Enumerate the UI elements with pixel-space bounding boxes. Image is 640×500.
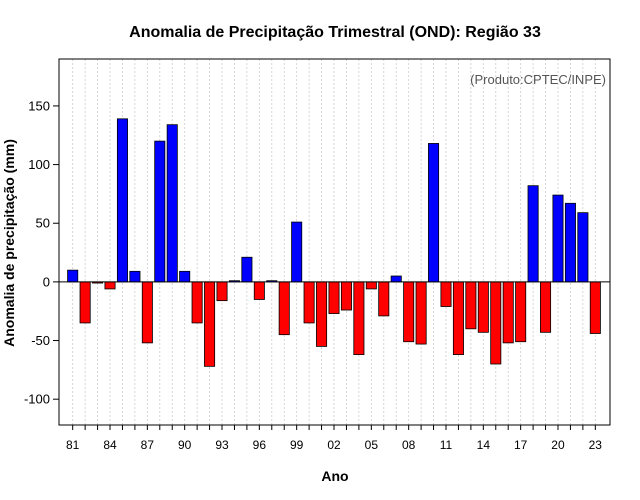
bar-2007 bbox=[390, 275, 402, 283]
x-tick-label: 87 bbox=[141, 438, 155, 452]
x-tick-label: 23 bbox=[589, 438, 603, 452]
bar-2019 bbox=[540, 281, 552, 333]
bar-1985 bbox=[116, 118, 128, 283]
bar-2010 bbox=[428, 143, 440, 283]
bar-1993 bbox=[216, 281, 228, 302]
bar-2006 bbox=[378, 281, 390, 317]
bar-2013 bbox=[465, 281, 477, 330]
x-tick-label: 96 bbox=[253, 438, 267, 452]
x-tick-label: 93 bbox=[215, 438, 229, 452]
x-tick-label: 17 bbox=[514, 438, 528, 452]
y-tick-label: 50 bbox=[36, 216, 50, 231]
y-tick-label: -50 bbox=[31, 333, 50, 348]
x-tick-label: 14 bbox=[477, 438, 491, 452]
bar-1987 bbox=[141, 281, 153, 344]
bar-series bbox=[67, 118, 601, 367]
x-tick-label: 08 bbox=[402, 438, 416, 452]
bar-2001 bbox=[316, 281, 328, 347]
y-tick-label: 150 bbox=[28, 98, 50, 113]
y-tick-label: -100 bbox=[24, 392, 50, 407]
bar-1998 bbox=[278, 281, 290, 336]
chart-title: Anomalia de Precipitação Trimestral (OND… bbox=[129, 24, 541, 41]
bar-2005 bbox=[365, 281, 377, 290]
x-tick-label: 11 bbox=[440, 438, 453, 452]
grid-lines bbox=[72, 59, 596, 425]
bar-2016 bbox=[502, 281, 514, 344]
bar-2008 bbox=[403, 281, 415, 343]
bar-2014 bbox=[477, 281, 489, 333]
bar-2021 bbox=[564, 202, 576, 283]
bar-1992 bbox=[204, 281, 216, 367]
bar-2002 bbox=[328, 281, 340, 314]
x-tick-label: 05 bbox=[365, 438, 379, 452]
bar-1984 bbox=[104, 281, 116, 290]
x-tick-label: 20 bbox=[551, 438, 565, 452]
plot-frame bbox=[58, 58, 611, 426]
bar-2020 bbox=[552, 194, 564, 283]
x-tick-label: 02 bbox=[327, 438, 341, 452]
y-tick-label: 0 bbox=[43, 274, 50, 289]
x-axis: 81 84 87 90 93 96 99 02 05 08 11 14 17 20 23 bbox=[66, 425, 602, 452]
bar-1995 bbox=[241, 256, 253, 283]
bar-1988 bbox=[154, 140, 166, 283]
bar-2015 bbox=[490, 281, 502, 365]
y-axis-label: Anomalia de precipitação (mm) bbox=[1, 139, 17, 347]
x-tick-label: 99 bbox=[290, 438, 304, 452]
bar-1996 bbox=[253, 281, 265, 300]
bar-2009 bbox=[415, 281, 427, 345]
bar-1982 bbox=[79, 281, 91, 324]
bar-2004 bbox=[353, 281, 365, 356]
bar-2017 bbox=[515, 281, 527, 343]
bar-2012 bbox=[452, 281, 464, 356]
bar-1981 bbox=[67, 269, 79, 283]
bar-1986 bbox=[129, 270, 141, 283]
bar-1999 bbox=[291, 221, 303, 283]
bar-2011 bbox=[440, 281, 452, 307]
bar-2023 bbox=[589, 281, 601, 334]
y-axis: -100 -50 0 50 100 150 bbox=[24, 98, 59, 407]
x-tick-label: 84 bbox=[103, 438, 117, 452]
bar-2018 bbox=[527, 185, 539, 283]
bar-1990 bbox=[179, 270, 191, 283]
bar-1989 bbox=[166, 124, 178, 283]
bar-1991 bbox=[191, 281, 203, 324]
y-tick-label: 100 bbox=[28, 157, 50, 172]
x-axis-label: Ano bbox=[321, 468, 348, 484]
source-annotation: (Produto:CPTEC/INPE) bbox=[470, 72, 606, 87]
bar-2003 bbox=[340, 281, 352, 311]
x-tick-label: 90 bbox=[178, 438, 192, 452]
x-tick-label: 81 bbox=[66, 438, 80, 452]
bar-2022 bbox=[577, 212, 589, 283]
bar-2000 bbox=[303, 281, 315, 324]
